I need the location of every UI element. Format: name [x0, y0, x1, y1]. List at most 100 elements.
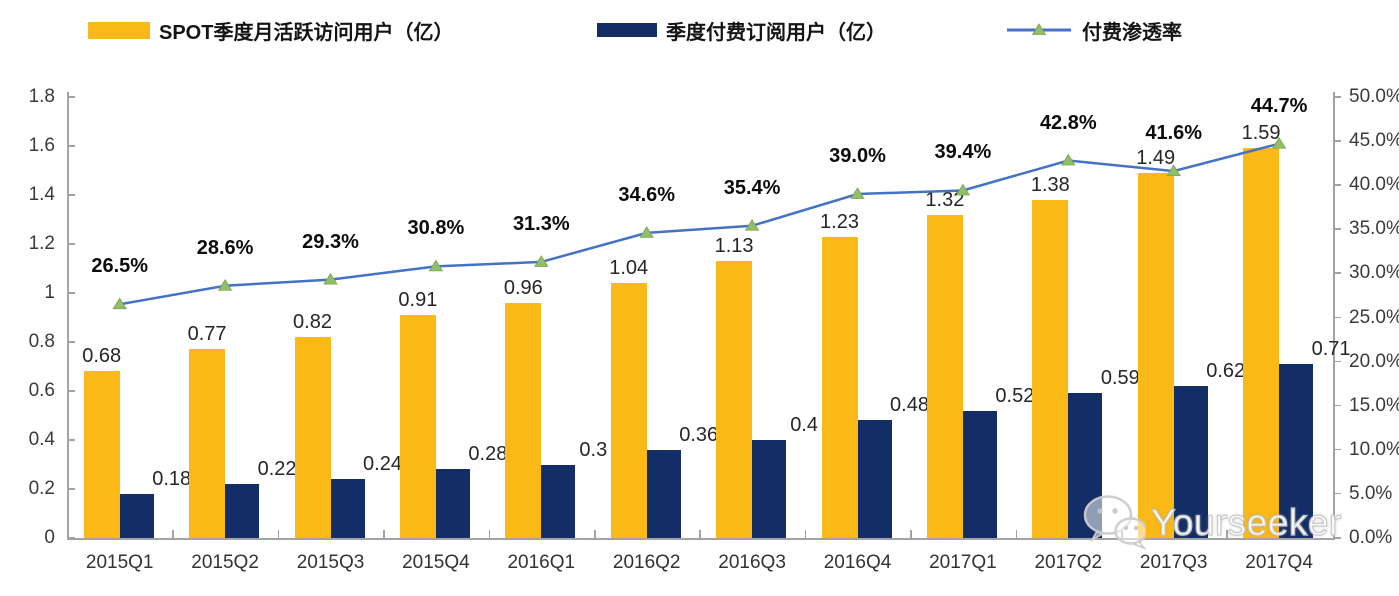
penetration-marker [428, 259, 444, 272]
mau-bar-label: 1.13 [714, 235, 754, 258]
subs-bar [752, 440, 787, 538]
left-axis-tick-label: 1.6 [28, 135, 55, 156]
mau-bar [1137, 172, 1174, 538]
subs-bar-label: 0.18 [152, 467, 192, 490]
mau-bar-label: 1.23 [820, 210, 859, 233]
x-axis [67, 538, 1335, 540]
mau-bar-label: 1.32 [925, 188, 965, 211]
subs-legend-swatch [597, 23, 657, 37]
x-axis-tick [277, 530, 280, 538]
subs-bar-label: 0.28 [468, 443, 508, 466]
mau-bar-label: 0.91 [398, 289, 438, 312]
right-axis-tick-label: 30.0% [1349, 262, 1399, 284]
mau-bar [610, 283, 647, 538]
subs-bar-label: 0.59 [1100, 367, 1140, 390]
left-axis-tick [67, 341, 75, 343]
left-axis-tick-label: 0.8 [28, 331, 55, 352]
penetration-label: 30.8% [407, 217, 465, 240]
left-axis-tick [67, 145, 75, 147]
mau-bar [83, 371, 120, 538]
subs-bar-label: 0.24 [363, 453, 402, 476]
right-axis-tick [1333, 448, 1341, 451]
right-axis-tick [1333, 272, 1341, 274]
subs-bar [435, 469, 470, 538]
y-axis-left [67, 92, 69, 538]
penetration-marker [217, 278, 233, 291]
left-axis-tick-label: 0.4 [28, 429, 55, 450]
right-axis-tick [1333, 96, 1341, 98]
x-axis-label: 2015Q2 [191, 552, 259, 573]
penetration-label: 28.6% [196, 236, 254, 259]
penetration-marker [850, 187, 865, 199]
x-axis-label: 2015Q3 [296, 552, 365, 573]
subs-legend-label: 季度付费订阅用户（亿） [666, 21, 886, 44]
penetration-legend-label: 付费渗透率 [1082, 21, 1182, 44]
left-axis-tick-label: 1 [44, 282, 55, 303]
left-axis-tick [67, 96, 75, 98]
y-axis-right [1333, 92, 1335, 538]
x-axis-label: 2015Q1 [85, 552, 154, 573]
x-axis-tick [594, 530, 596, 538]
subs-bar-label: 0.48 [890, 394, 929, 417]
right-axis-tick-label: 50.0% [1349, 86, 1399, 107]
subs-bar [962, 410, 997, 538]
right-axis-tick [1333, 537, 1341, 539]
right-axis-tick [1333, 228, 1341, 230]
penetration-label: 29.3% [302, 230, 359, 253]
mau-bar-label: 1.38 [1030, 173, 1070, 196]
mau-bar [189, 349, 226, 538]
left-axis-tick-label: 0 [44, 527, 55, 548]
right-axis-tick [1333, 316, 1341, 318]
watermark: Yourseeker [1082, 494, 1342, 552]
mau-bar [294, 337, 331, 538]
subs-bar [857, 420, 892, 538]
wechat-icon [1083, 495, 1146, 550]
x-axis-tick [172, 530, 174, 538]
right-axis-tick-label: 20.0% [1349, 350, 1399, 372]
mau-bar [505, 302, 542, 538]
right-axis-tick [1333, 140, 1341, 142]
subs-bar [1173, 386, 1208, 538]
x-axis-tick [699, 530, 701, 538]
left-axis-tick [67, 243, 75, 245]
x-axis-label: 2015Q4 [402, 552, 470, 573]
subs-bar [541, 464, 576, 538]
mau-bar-label: 1.04 [609, 257, 649, 280]
penetration-marker [112, 297, 127, 310]
x-axis-tick [1226, 530, 1228, 538]
right-axis-tick-label: 5.0% [1349, 482, 1393, 504]
x-axis-label: 2016Q3 [718, 552, 786, 573]
mau-bar [399, 315, 436, 538]
right-axis-tick-label: 35.0% [1349, 218, 1399, 240]
mau-bar [1243, 148, 1280, 538]
x-axis-label: 2017Q1 [929, 552, 997, 573]
mau-bar [716, 261, 753, 538]
watermark-text: Yourseeker [1150, 501, 1342, 543]
right-axis-tick [1333, 492, 1341, 495]
penetration-label: 44.7% [1250, 94, 1308, 117]
subs-bar-label: 0.71 [1311, 338, 1351, 361]
left-axis-tick-label: 0.2 [28, 478, 55, 499]
penetration-marker [744, 219, 760, 231]
right-axis-tick-label: 25.0% [1349, 306, 1399, 328]
subs-bar-label: 0.36 [679, 423, 719, 446]
right-axis-tick-label: 0.0% [1349, 527, 1393, 548]
subs-bar [1279, 364, 1314, 538]
left-axis-tick-label: 1.2 [28, 233, 55, 254]
mau-bar-label: 1.59 [1241, 122, 1281, 145]
penetration-label: 31.3% [512, 212, 570, 235]
penetration-marker [1061, 153, 1076, 166]
mau-bar [926, 214, 963, 538]
penetration-label: 26.5% [91, 255, 149, 278]
right-axis-tick-label: 40.0% [1349, 174, 1399, 196]
mau-bar [821, 236, 858, 538]
mau-legend-label: SPOT季度月活跃访问用户（亿） [159, 21, 454, 44]
left-axis-tick [67, 390, 75, 392]
right-axis-tick [1333, 184, 1341, 186]
right-axis-tick [1333, 360, 1341, 363]
subs-bar [646, 449, 681, 538]
legend-item-penetration: 付费渗透率 [1005, 16, 1182, 44]
left-axis-tick [67, 488, 75, 490]
penetration-label: 35.4% [723, 176, 781, 199]
